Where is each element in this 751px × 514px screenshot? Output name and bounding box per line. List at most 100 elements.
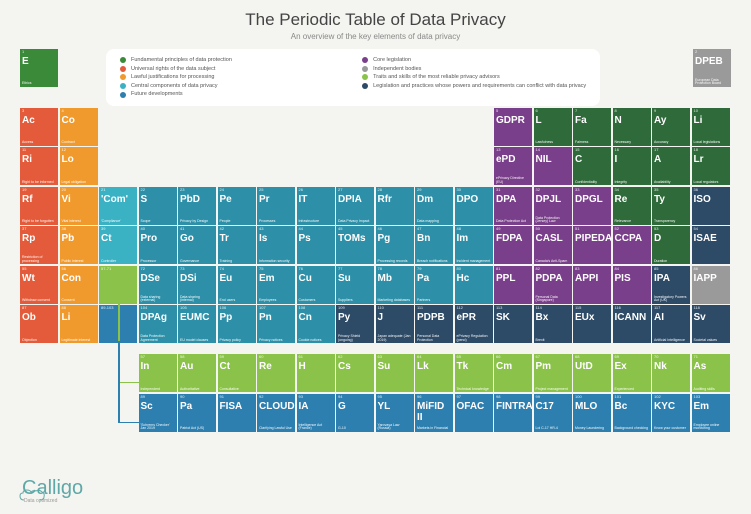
cell-num: 105 (180, 306, 214, 310)
cell-num: 3 (22, 109, 56, 113)
cell-num: 116 (615, 306, 649, 310)
cell-name: Data Protection Agreement (141, 335, 175, 342)
cell-num: 74 (220, 267, 254, 271)
cell-name: Personal Data (Singapore) (536, 296, 570, 303)
element-cell: 7FaFairness (573, 108, 611, 146)
cell-sym: ICANN (615, 312, 649, 323)
cell-name: Duration (654, 260, 688, 264)
element-cell: 82PDPAPersonal Data (Singapore) (534, 266, 572, 304)
cell-num: 57 (141, 355, 175, 359)
element-cell: 85IPAInvestigatory Powers Act (UK) (652, 266, 690, 304)
element-cell: 71AsAuditing skills (692, 354, 730, 392)
element-cell: 18LrLocal regulators (692, 147, 730, 185)
element-cell: 22SScope (139, 187, 177, 225)
cell-name: Breach notifications (417, 260, 451, 264)
cell-name: Independent (141, 388, 175, 392)
element-cell: 4CoContract (60, 108, 98, 146)
cell-num: 109 (338, 306, 372, 310)
legend-label: Legislation and practices whose powers a… (373, 83, 586, 90)
cell-num: 82 (536, 267, 570, 271)
legend-label: Fundamental principles of data protectio… (131, 57, 232, 64)
cell-sym: CCPA (615, 233, 649, 244)
cell-sym: DPJL (536, 194, 570, 205)
cell-sym: UtD (575, 361, 609, 372)
element-cell: 73DSiData sharing (internal) (178, 266, 216, 304)
cell-sym: IPA (654, 273, 688, 284)
cell-name: Project management (536, 388, 570, 392)
element-cell: 47BnBreach notifications (415, 226, 453, 264)
cell-num: 72 (141, 267, 175, 271)
cell-sym: Tr (220, 233, 254, 244)
element-cell: 9AyAccuracy (652, 108, 690, 146)
element-cell: 31DPAData Protection Act (494, 187, 532, 225)
cell-sym: Ri (22, 154, 56, 165)
element-cell: 51PIPEDA (573, 226, 611, 264)
element-cell: 69ExExperienced (613, 354, 651, 392)
cell-sym: Ac (22, 115, 56, 126)
element-cell: 81PPL (494, 266, 532, 304)
cell-num: 23 (180, 188, 214, 192)
element-cell: 57-71 (99, 266, 137, 304)
cell-num: 83 (575, 267, 609, 271)
cell-sym: Su (338, 273, 372, 284)
cell-sym: GDPR (496, 115, 530, 126)
element-cell: 55WtWithdraw consent (20, 266, 58, 304)
legend-label: Universal rights of the data subject (131, 66, 215, 73)
element-cell: 97OFAC (455, 394, 493, 432)
cell-name: Yarovaya Law (Russia) (378, 424, 412, 431)
cell-sym: Go (180, 233, 214, 244)
cell-sym: FISA (220, 401, 254, 412)
cell-name: EU model clauses (180, 339, 214, 343)
cell-name: Processing records (378, 260, 412, 264)
cell-name: European Data Protection Board (695, 79, 729, 86)
cell-num: 42 (220, 227, 254, 231)
cell-num: 93 (299, 395, 333, 399)
cell-sym: DPO (457, 194, 491, 205)
page-subtitle: An overview of the key elements of data … (20, 32, 731, 41)
cell-sym: Ex (615, 361, 649, 372)
cell-sym: Cu (299, 273, 333, 284)
cell-name: Contract (62, 141, 96, 145)
cell-sym: IAPP (694, 273, 728, 284)
cell-sym: J (378, 312, 412, 323)
cell-num: 96 (417, 395, 451, 399)
element-cell: 94GG-10 (336, 394, 374, 432)
element-cell: 21'Com''Compliance' (99, 187, 137, 225)
element-cell: 66Cm (494, 354, 532, 392)
cell-sym: Au (180, 361, 214, 372)
cell-sym: IT (299, 194, 333, 205)
cell-name: Controller (101, 260, 135, 264)
cell-name: Canada's Anti-Spam (536, 260, 570, 264)
legend: Fundamental principles of data protectio… (106, 49, 600, 106)
cell-sym: C17 (536, 401, 570, 412)
cell-sym: Pm (536, 361, 570, 372)
legend-label: Traits and skills of the most reliable p… (373, 74, 500, 81)
cell-sym: Co (62, 115, 96, 126)
element-cell: 110JJapan adequate (Jan 2019) (376, 305, 414, 343)
cell-sym: CASL (536, 233, 570, 244)
cell-num: 114 (536, 306, 570, 310)
cell-name: Restriction of processing (22, 256, 56, 263)
element-cell: 89Sc'Schrems Checker' Jan 2019 (139, 394, 177, 432)
legend-label: Lawful justifications for processing (131, 74, 214, 81)
legend-item: Central components of data privacy (120, 83, 344, 90)
cell-num: 50 (536, 227, 570, 231)
cell-sym: ISO (694, 194, 728, 205)
element-cell: 93IAIntelligence Act (France) (297, 394, 335, 432)
cell-num: 66 (496, 355, 530, 359)
legend-dot (362, 66, 368, 72)
cell-num: 118 (694, 306, 728, 310)
cell-num: 106 (220, 306, 254, 310)
element-cell: 20ViVital interest (60, 187, 98, 225)
element-cell: 116 ICANN (613, 305, 651, 343)
cell-num: 29 (417, 188, 451, 192)
cell-num: 73 (180, 267, 214, 271)
element-cell: 26ITInfrastructure (297, 187, 335, 225)
legend-item: Legislation and practices whose powers a… (362, 83, 586, 90)
cell-num: 38 (62, 227, 96, 231)
element-cell: 19RfRight to be forgotten (20, 187, 58, 225)
legend-dot (120, 74, 126, 80)
cell-name: Necessary (615, 141, 649, 145)
element-cell: 98FINTRAC (494, 394, 532, 432)
cell-sym: L (536, 115, 570, 126)
